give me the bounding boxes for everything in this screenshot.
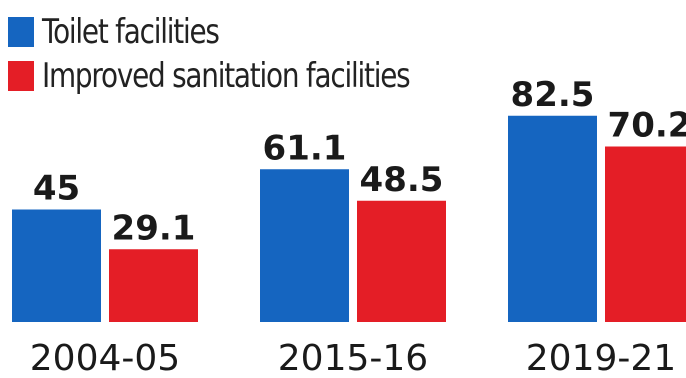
data-label-toilet-2004-05: 45 (33, 169, 80, 209)
legend-item-sanitation: Improved sanitation facilities (8, 54, 490, 98)
data-label-sanitation-2015-16: 48.5 (360, 160, 444, 200)
legend-label-sanitation: Improved sanitation facilities (42, 56, 411, 96)
bar-sanitation-2015-16 (357, 200, 446, 322)
legend-label-toilet: Toilet facilities (42, 12, 220, 52)
bar-toilet-2015-16 (260, 169, 349, 322)
legend-swatch-sanitation (8, 61, 34, 91)
category-label-2019-21: 2019-21 (526, 338, 676, 378)
data-label-sanitation-2019-21: 70.2 (608, 106, 686, 146)
bar-sanitation-2004-05 (109, 249, 198, 322)
category-label-2015-16: 2015-16 (278, 338, 428, 378)
bar-toilet-2019-21 (508, 115, 597, 322)
data-label-toilet-2015-16: 61.1 (263, 128, 347, 168)
bar-sanitation-2019-21 (605, 146, 686, 322)
legend-item-toilet: Toilet facilities (8, 10, 490, 54)
legend-swatch-toilet (8, 17, 34, 47)
bar-toilet-2004-05 (12, 209, 101, 322)
data-label-sanitation-2004-05: 29.1 (112, 208, 196, 248)
legend: Toilet facilities Improved sanitation fa… (8, 10, 490, 98)
data-label-toilet-2019-21: 82.5 (511, 75, 595, 115)
category-label-2004-05: 2004-05 (30, 338, 180, 378)
